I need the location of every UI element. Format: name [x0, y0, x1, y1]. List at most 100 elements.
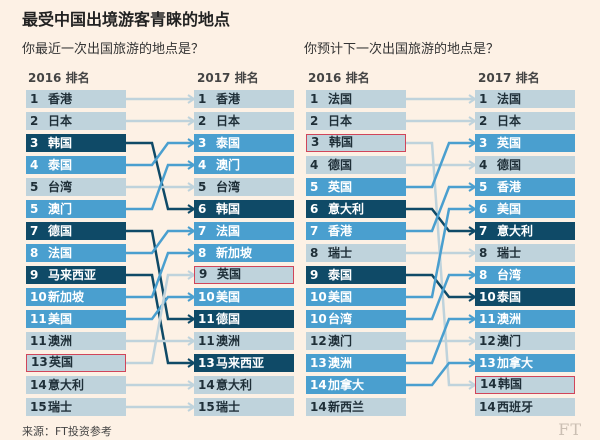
rank-number: 2	[310, 114, 319, 128]
rank-item-0-left-4: 5 台湾	[26, 178, 126, 196]
destination-name: 澳洲	[497, 312, 522, 326]
destination-name: 台湾	[48, 180, 73, 194]
rank-item-1-right-5: 6 美国	[475, 200, 575, 218]
link-1-6-4	[406, 185, 475, 233]
rank-number: 12	[310, 334, 327, 348]
destination-name: 瑞士	[497, 246, 522, 260]
link-0-3-2	[126, 141, 194, 167]
rank-item-0-left-5: 5 澳门	[26, 200, 126, 218]
rank-item-0-right-9: 10美国	[194, 288, 294, 306]
destination-name: 瑞士	[328, 246, 353, 260]
rank-item-1-left-7: 8 瑞士	[306, 244, 406, 262]
rank-number: 9	[199, 267, 208, 281]
rank-number: 11	[30, 312, 47, 326]
destination-name: 韩国	[216, 202, 241, 216]
rank-number: 13	[198, 356, 215, 370]
destination-name: 英国	[497, 136, 522, 150]
header-2016-right: 2016 排名	[308, 71, 370, 85]
rank-item-1-left-3: 4 德国	[306, 156, 406, 174]
rank-number: 6	[198, 202, 207, 216]
rank-number: 7	[198, 224, 207, 238]
destination-name: 意大利	[328, 202, 365, 216]
rank-item-1-left-1: 2 日本	[306, 112, 406, 130]
rank-item-0-left-14: 15瑞士	[26, 398, 126, 416]
link-1-4-2	[406, 141, 475, 189]
destination-name: 澳洲	[216, 334, 241, 348]
destination-name: 台湾	[497, 268, 522, 282]
destination-name: 日本	[497, 114, 522, 128]
rank-item-0-right-2: 3 泰国	[194, 134, 294, 152]
rank-item-0-right-12: 13马来西亚	[194, 354, 294, 372]
rank-number: 14	[479, 400, 496, 414]
rank-item-1-right-2: 3 英国	[475, 134, 575, 152]
rank-number: 9	[30, 268, 39, 282]
rank-item-0-right-0: 1 香港	[194, 90, 294, 108]
rank-number: 12	[479, 334, 496, 348]
rank-number: 5	[30, 202, 39, 216]
link-0-9-7	[126, 251, 194, 299]
rank-item-0-right-5: 6 韩国	[194, 200, 294, 218]
destination-name: 德国	[48, 224, 73, 238]
rank-number: 11	[198, 312, 215, 326]
rank-item-0-left-2: 3 韩国	[26, 134, 126, 152]
rank-item-0-right-8: 9 英国	[194, 266, 294, 284]
rank-number: 5	[30, 180, 39, 194]
rank-item-0-left-11: 11澳洲	[26, 332, 126, 350]
rank-number: 1	[479, 92, 488, 106]
rank-item-1-right-4: 5 香港	[475, 178, 575, 196]
destination-name: 法国	[328, 92, 353, 106]
rank-number: 8	[479, 268, 488, 282]
destination-name: 泰国	[497, 290, 522, 304]
rank-item-0-left-6: 7 德国	[26, 222, 126, 240]
rank-number: 6	[479, 202, 488, 216]
link-0-7-6	[126, 229, 194, 255]
destination-name: 澳洲	[48, 334, 73, 348]
rank-item-0-left-10: 11美国	[26, 310, 126, 328]
rank-number: 13	[479, 356, 496, 370]
link-0-2-5	[126, 141, 194, 211]
rank-number: 15	[198, 400, 215, 414]
rank-item-0-left-8: 9 马来西亚	[26, 266, 126, 284]
destination-name: 泰国	[328, 268, 353, 282]
destination-name: 法国	[497, 92, 522, 106]
rank-item-1-left-0: 1 法国	[306, 90, 406, 108]
rank-item-1-right-6: 7 意大利	[475, 222, 575, 240]
question-left: 你最近一次出国旅游的地点是？	[22, 42, 205, 57]
destination-name: 英国	[328, 180, 353, 194]
rank-item-1-left-4: 5 英国	[306, 178, 406, 196]
rank-item-1-right-12: 13加拿大	[475, 354, 575, 372]
rank-item-1-left-14: 14新西兰	[306, 398, 406, 416]
rank-number: 7	[30, 224, 39, 238]
destination-name: 日本	[48, 114, 73, 128]
rank-number: 3	[30, 136, 39, 150]
destination-name: 新加坡	[216, 246, 253, 260]
rank-item-1-right-14: 14西班牙	[475, 398, 575, 416]
link-1-5-6	[406, 207, 475, 233]
rank-number: 8	[198, 246, 207, 260]
rank-number: 11	[198, 334, 215, 348]
destination-name: 澳门	[216, 158, 241, 172]
rank-item-0-left-1: 2 日本	[26, 112, 126, 130]
rank-item-1-left-13: 14加拿大	[306, 376, 406, 394]
rank-item-0-right-14: 15瑞士	[194, 398, 294, 416]
rank-item-0-left-0: 1 香港	[26, 90, 126, 108]
rank-number: 10	[479, 290, 496, 304]
rank-number: 2	[198, 114, 207, 128]
rank-number: 11	[479, 312, 496, 326]
rank-number: 6	[310, 202, 319, 216]
destination-name: 意大利	[48, 378, 85, 392]
rank-item-1-right-10: 11澳洲	[475, 310, 575, 328]
destination-name: 澳门	[328, 334, 353, 348]
rank-number: 10	[198, 290, 215, 304]
rank-item-0-left-12: 13英国	[26, 354, 126, 372]
rank-item-0-right-10: 11德国	[194, 310, 294, 328]
rank-item-1-right-8: 8 台湾	[475, 266, 575, 284]
destination-name: 瑞士	[216, 400, 241, 414]
link-1-8-9	[406, 273, 475, 299]
destination-name: 法国	[48, 246, 73, 260]
destination-name: 台湾	[216, 180, 241, 194]
destination-name: 新西兰	[328, 400, 365, 414]
rank-number: 4	[30, 158, 39, 172]
destination-name: 韩国	[498, 377, 523, 391]
